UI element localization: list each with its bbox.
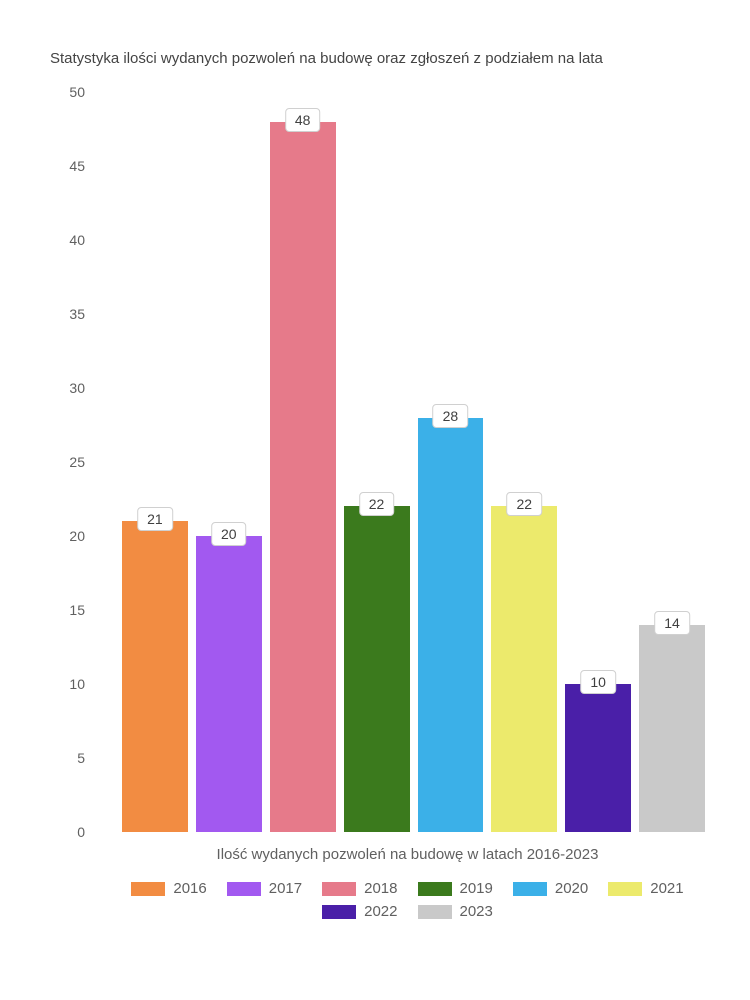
- legend-item: 2016: [131, 880, 206, 897]
- bar: 14: [639, 625, 705, 832]
- legend-item: 2022: [322, 903, 397, 920]
- legend-swatch: [418, 882, 452, 896]
- legend-text: 2022: [364, 903, 397, 920]
- legend-text: 2019: [460, 880, 493, 897]
- legend-swatch: [322, 905, 356, 919]
- x-axis-label: Ilość wydanych pozwoleń na budowę w lata…: [95, 846, 720, 863]
- y-axis: 05101520253035404550: [53, 92, 93, 832]
- y-tick: 10: [69, 676, 85, 692]
- y-tick: 40: [69, 232, 85, 248]
- legend-swatch: [513, 882, 547, 896]
- bar: 21: [122, 521, 188, 832]
- legend-text: 2020: [555, 880, 588, 897]
- bar: 10: [565, 684, 631, 832]
- legend-swatch: [227, 882, 261, 896]
- legend-item: 2018: [322, 880, 397, 897]
- legend-swatch: [608, 882, 642, 896]
- plot-area: 05101520253035404550 2120482228221014: [95, 92, 720, 832]
- legend-swatch: [418, 905, 452, 919]
- legend-text: 2016: [173, 880, 206, 897]
- legend-text: 2021: [650, 880, 683, 897]
- bar-value-label: 21: [137, 507, 173, 531]
- bar: 28: [418, 418, 484, 832]
- y-tick: 15: [69, 602, 85, 618]
- legend-text: 2023: [460, 903, 493, 920]
- y-tick: 0: [77, 824, 85, 840]
- chart-container: Statystyka ilości wydanych pozwoleń na b…: [50, 50, 720, 950]
- y-tick: 20: [69, 528, 85, 544]
- y-tick: 5: [77, 750, 85, 766]
- bar-value-label: 22: [507, 492, 543, 516]
- bar-value-label: 48: [285, 108, 321, 132]
- y-tick: 50: [69, 84, 85, 100]
- bar: 48: [270, 122, 336, 832]
- legend-text: 2017: [269, 880, 302, 897]
- bar-value-label: 10: [580, 670, 616, 694]
- legend-item: 2017: [227, 880, 302, 897]
- legend-item: 2020: [513, 880, 588, 897]
- y-tick: 25: [69, 454, 85, 470]
- legend-item: 2019: [418, 880, 493, 897]
- bar: 22: [491, 506, 557, 832]
- chart-title: Statystyka ilości wydanych pozwoleń na b…: [50, 50, 720, 67]
- y-tick: 35: [69, 306, 85, 322]
- legend-text: 2018: [364, 880, 397, 897]
- y-tick: 30: [69, 380, 85, 396]
- bar: 20: [196, 536, 262, 832]
- bar-value-label: 28: [433, 404, 469, 428]
- legend-item: 2023: [418, 903, 493, 920]
- bar-value-label: 20: [211, 522, 247, 546]
- legend: 2016 2017 2018 2019 2020 2021 2022 2023: [95, 877, 720, 923]
- y-tick: 45: [69, 158, 85, 174]
- legend-swatch: [131, 882, 165, 896]
- bar-value-label: 14: [654, 611, 690, 635]
- bar: 22: [344, 506, 410, 832]
- legend-swatch: [322, 882, 356, 896]
- bar-value-label: 22: [359, 492, 395, 516]
- legend-item: 2021: [608, 880, 683, 897]
- bars-region: 2120482228221014: [107, 92, 720, 832]
